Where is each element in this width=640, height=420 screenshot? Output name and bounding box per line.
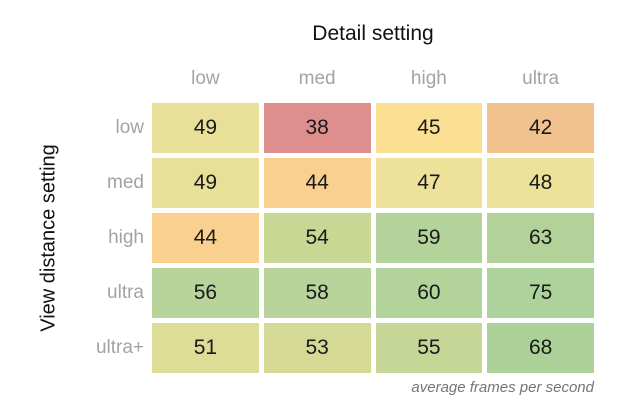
heatmap-cell: 55 — [375, 323, 483, 373]
column-header: high — [410, 68, 447, 89]
heatmap-cell: 38 — [263, 103, 371, 153]
heatmap-cell: 60 — [375, 268, 483, 318]
heatmap-cell: 45 — [375, 103, 483, 153]
column-header: low — [191, 68, 220, 89]
row-label: med — [107, 172, 144, 193]
heatmap-cell: 53 — [263, 323, 371, 373]
heatmap-cell: 75 — [487, 268, 594, 318]
heatmap-cell: 51 — [152, 323, 259, 373]
heatmap-cell: 49 — [152, 103, 259, 153]
heatmap-cell: 54 — [263, 213, 371, 263]
heatmap-cell: 58 — [263, 268, 371, 318]
heatmap-cell: 48 — [487, 158, 594, 208]
row-label: high — [108, 227, 144, 248]
heatmap-cell: 42 — [487, 103, 594, 153]
row-labels: low med high ultra ultra+ — [0, 103, 144, 373]
heatmap-cell: 49 — [152, 158, 259, 208]
row-label: low — [115, 117, 144, 138]
column-header: ultra — [522, 68, 560, 89]
row-label: ultra+ — [95, 337, 144, 358]
heatmap-cell: 59 — [375, 213, 483, 263]
heatmap-grid: 49 38 45 42 49 44 47 48 44 54 59 63 56 58 60 75 51 53 55 68 — [152, 103, 594, 373]
heatmap-cell: 44 — [263, 158, 371, 208]
row-label: ultra — [107, 282, 144, 303]
heatmap-cell: 56 — [152, 268, 259, 318]
y-axis-title: View distance setting — [37, 144, 60, 332]
heatmap-cell: 47 — [375, 158, 483, 208]
units-footnote: average frames per second — [411, 379, 594, 396]
column-header: med — [298, 68, 336, 89]
heatmap-cell: 63 — [487, 213, 594, 263]
heatmap-cell: 44 — [152, 213, 259, 263]
x-axis-title: Detail setting — [312, 22, 434, 45]
column-headers: low med high ultra — [152, 66, 594, 92]
heatmap-cell: 68 — [487, 323, 594, 373]
